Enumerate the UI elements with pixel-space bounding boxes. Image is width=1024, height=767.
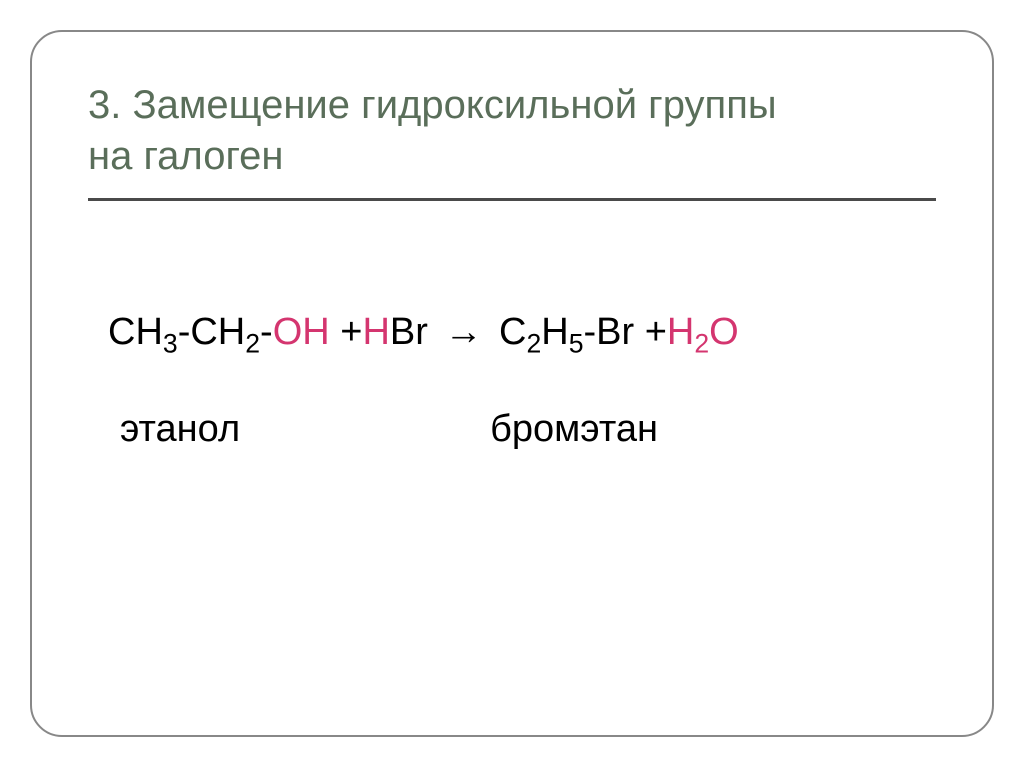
reactant2-br: Br — [390, 311, 428, 353]
title-line-1: 3. Замещение гидроксильной группы — [88, 80, 936, 131]
title-divider — [88, 198, 936, 201]
title-line-2: на галоген — [88, 131, 936, 182]
compound-labels: этанол бромэтан — [108, 408, 936, 451]
content-area: CH3-CH2-OH +HBr → C2H5-Br +H2O этанолбро… — [88, 311, 936, 451]
slide-frame: 3. Замещение гидроксильной группы на гал… — [30, 30, 994, 737]
product1-h: H — [541, 311, 568, 353]
reactant1-dash: - — [260, 311, 273, 353]
reaction-arrow: → — [444, 311, 482, 354]
reactant1-ch: CH — [108, 311, 163, 353]
chemical-equation: CH3-CH2-OH +HBr → C2H5-Br +H2O — [108, 311, 936, 360]
title-area: 3. Замещение гидроксильной группы на гал… — [88, 80, 936, 182]
product1-c: C — [499, 311, 526, 353]
reactant1-oh: OH — [273, 311, 330, 353]
product1-sub2: 2 — [526, 329, 541, 359]
label-bromoethane: бромэтан — [490, 408, 658, 451]
product1-br: -Br — [584, 311, 635, 353]
product2-o: O — [709, 311, 739, 353]
reactant2-h: H — [362, 311, 389, 353]
reactant1-sub2: 2 — [245, 329, 260, 359]
product2-h: H — [667, 311, 694, 353]
reactant1-ch2: -CH — [178, 311, 246, 353]
product2-sub2: 2 — [694, 329, 709, 359]
plus-1: + — [330, 311, 363, 353]
reactant1-sub3: 3 — [163, 329, 178, 359]
plus-2: + — [634, 311, 667, 353]
label-ethanol: этанол — [120, 408, 240, 451]
product1-sub5: 5 — [569, 329, 584, 359]
